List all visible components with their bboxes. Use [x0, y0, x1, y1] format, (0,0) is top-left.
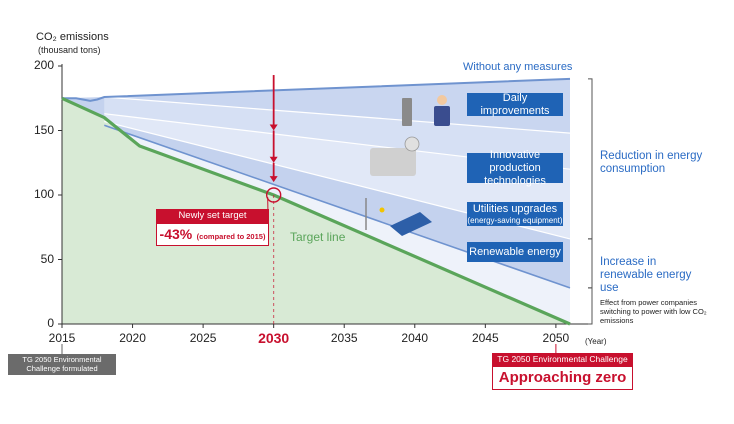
without-measures-label: Without any measures [463, 61, 573, 73]
y-tick-label-50: 50 [40, 251, 54, 266]
formulated-badge: TG 2050 Environmental Challenge formulat… [8, 354, 116, 375]
wedge-innovative-tech: Innovative production technologies [467, 149, 563, 187]
wedge-daily-improvements: Daily improvements [467, 91, 563, 117]
x-tick-label-2020: 2020 [119, 331, 146, 345]
y-axis-unit: (thousand tons) [38, 45, 101, 55]
x-tick-label-2030: 2030 [258, 330, 290, 346]
x-tick-label-2035: 2035 [330, 331, 358, 345]
robot-machine-icon [370, 148, 416, 176]
target-line [61, 96, 571, 326]
reduction-arrow-head-0 [269, 124, 278, 131]
bracket-power [588, 287, 593, 325]
wedge-renewable-energy: Renewable energy [467, 242, 563, 262]
wedge-utilities-upgrades-sub: (energy-saving equipment) [467, 216, 563, 225]
wedge-renewable-energy-label: Renewable energy [469, 245, 561, 258]
without-measures-line [62, 77, 571, 102]
y-tick-label-0: 0 [47, 316, 54, 330]
target-area [62, 98, 570, 324]
wedge-innovative-tech-label: Innovative production technologies [484, 148, 546, 187]
x-tick-label-2045: 2045 [471, 331, 499, 345]
x-tick-label-2050: 2050 [542, 331, 570, 345]
band-innovative-tech [104, 97, 571, 170]
x-axis-unit: (Year) [585, 337, 607, 346]
wedge-boundary-0 [104, 96, 571, 134]
target-line-label: Target line [290, 230, 346, 244]
worker-body-icon [434, 106, 450, 126]
challenge-badge: TG 2050 Environmental Challenge [492, 353, 633, 366]
increase-label: Increase in renewable energy use [600, 256, 692, 294]
y-tick-label-100: 100 [33, 187, 54, 201]
sun-icon [379, 207, 385, 213]
reduction-label: Reduction in energy consumption [600, 150, 703, 175]
reduction-arrow-head-1 [269, 156, 278, 163]
bracket-reduction [588, 78, 593, 240]
bracket-renewable [588, 238, 593, 289]
band-daily-improvements [104, 78, 571, 134]
y-tick-label-150: 150 [33, 122, 54, 137]
x-tick-label-2040: 2040 [401, 331, 429, 345]
band-renewable [104, 121, 571, 288]
wedge-utilities-upgrades: Utilities upgrades (energy-saving equipm… [467, 202, 563, 226]
worker-head-icon [437, 95, 447, 105]
solar-panel-icon [390, 212, 432, 236]
y-tick-label-200: 200 [33, 58, 54, 72]
wedge-utilities-upgrades-label: Utilities upgrades [472, 203, 558, 215]
wedge-daily-improvements-label: Daily improvements [480, 91, 550, 117]
reduction-arrow-head-2 [269, 176, 278, 183]
target-note: (compared to 2015) [196, 232, 266, 241]
target-value-box: -43% (compared to 2015) [156, 223, 269, 246]
control-panel-icon [402, 98, 412, 126]
x-tick-label-2025: 2025 [189, 331, 217, 345]
robot-head-icon [404, 136, 420, 152]
band-utilities [104, 113, 571, 239]
target-2030-circle [265, 187, 282, 203]
newly-set-target-badge: Newly set target [156, 209, 269, 223]
x-tick-label-2015: 2015 [48, 331, 76, 345]
y-axis-label: CO₂ emissions [36, 31, 109, 43]
power-companies-note: Effect from power companies switching to… [600, 298, 707, 325]
approaching-zero-box: Approaching zero [492, 366, 633, 390]
target-value: -43% [159, 226, 193, 242]
